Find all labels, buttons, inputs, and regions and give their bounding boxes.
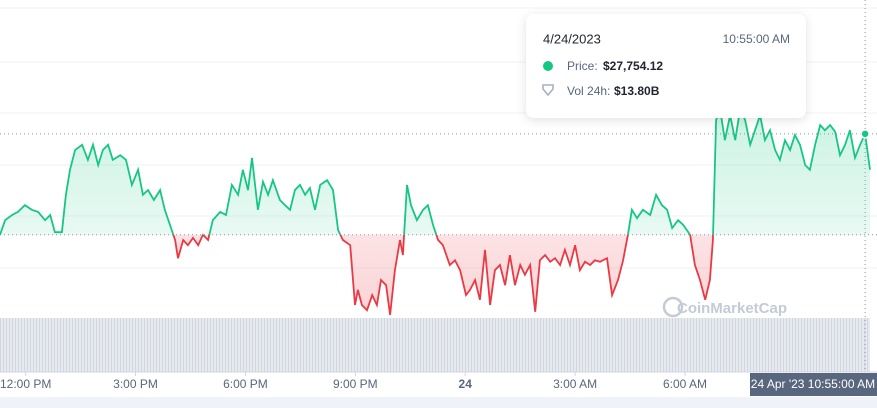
volume-icon (542, 84, 554, 97)
footer-strip (0, 397, 877, 408)
x-tick-label: 9:00 PM (333, 377, 378, 391)
tooltip-date: 4/24/2023 (543, 31, 601, 46)
watermark-logo (662, 296, 684, 318)
watermark: CoinMarketCap (677, 300, 787, 317)
price-label: Price: (567, 59, 598, 73)
price-dot (543, 61, 553, 71)
hover-point (860, 129, 870, 139)
volume-label: Vol 24h: (567, 84, 610, 98)
tooltip: 4/24/2023 10:55:00 AM Price: $27,754.12 … (526, 14, 806, 118)
x-tick-label: 3:00 AM (553, 377, 597, 391)
tooltip-time: 10:55:00 AM (723, 32, 790, 46)
x-tick-label: 12:00 PM (0, 377, 51, 391)
area-down (173, 234, 714, 315)
volume-value: $13.80B (614, 84, 660, 98)
crosshair-label: 24 Apr '23 10:55:00 AM (751, 377, 875, 391)
line-down (0, 234, 714, 316)
tooltip-box (526, 14, 806, 118)
x-tick-label: 24 (459, 377, 473, 391)
crosshair-label-box (750, 373, 877, 396)
x-tick-label: 6:00 PM (223, 377, 268, 391)
area-up (0, 110, 870, 235)
price-value: $27,754.12 (603, 59, 663, 73)
x-tick-label: 3:00 PM (113, 377, 158, 391)
volume-band (0, 318, 870, 372)
x-tick-label: 6:00 AM (663, 377, 707, 391)
